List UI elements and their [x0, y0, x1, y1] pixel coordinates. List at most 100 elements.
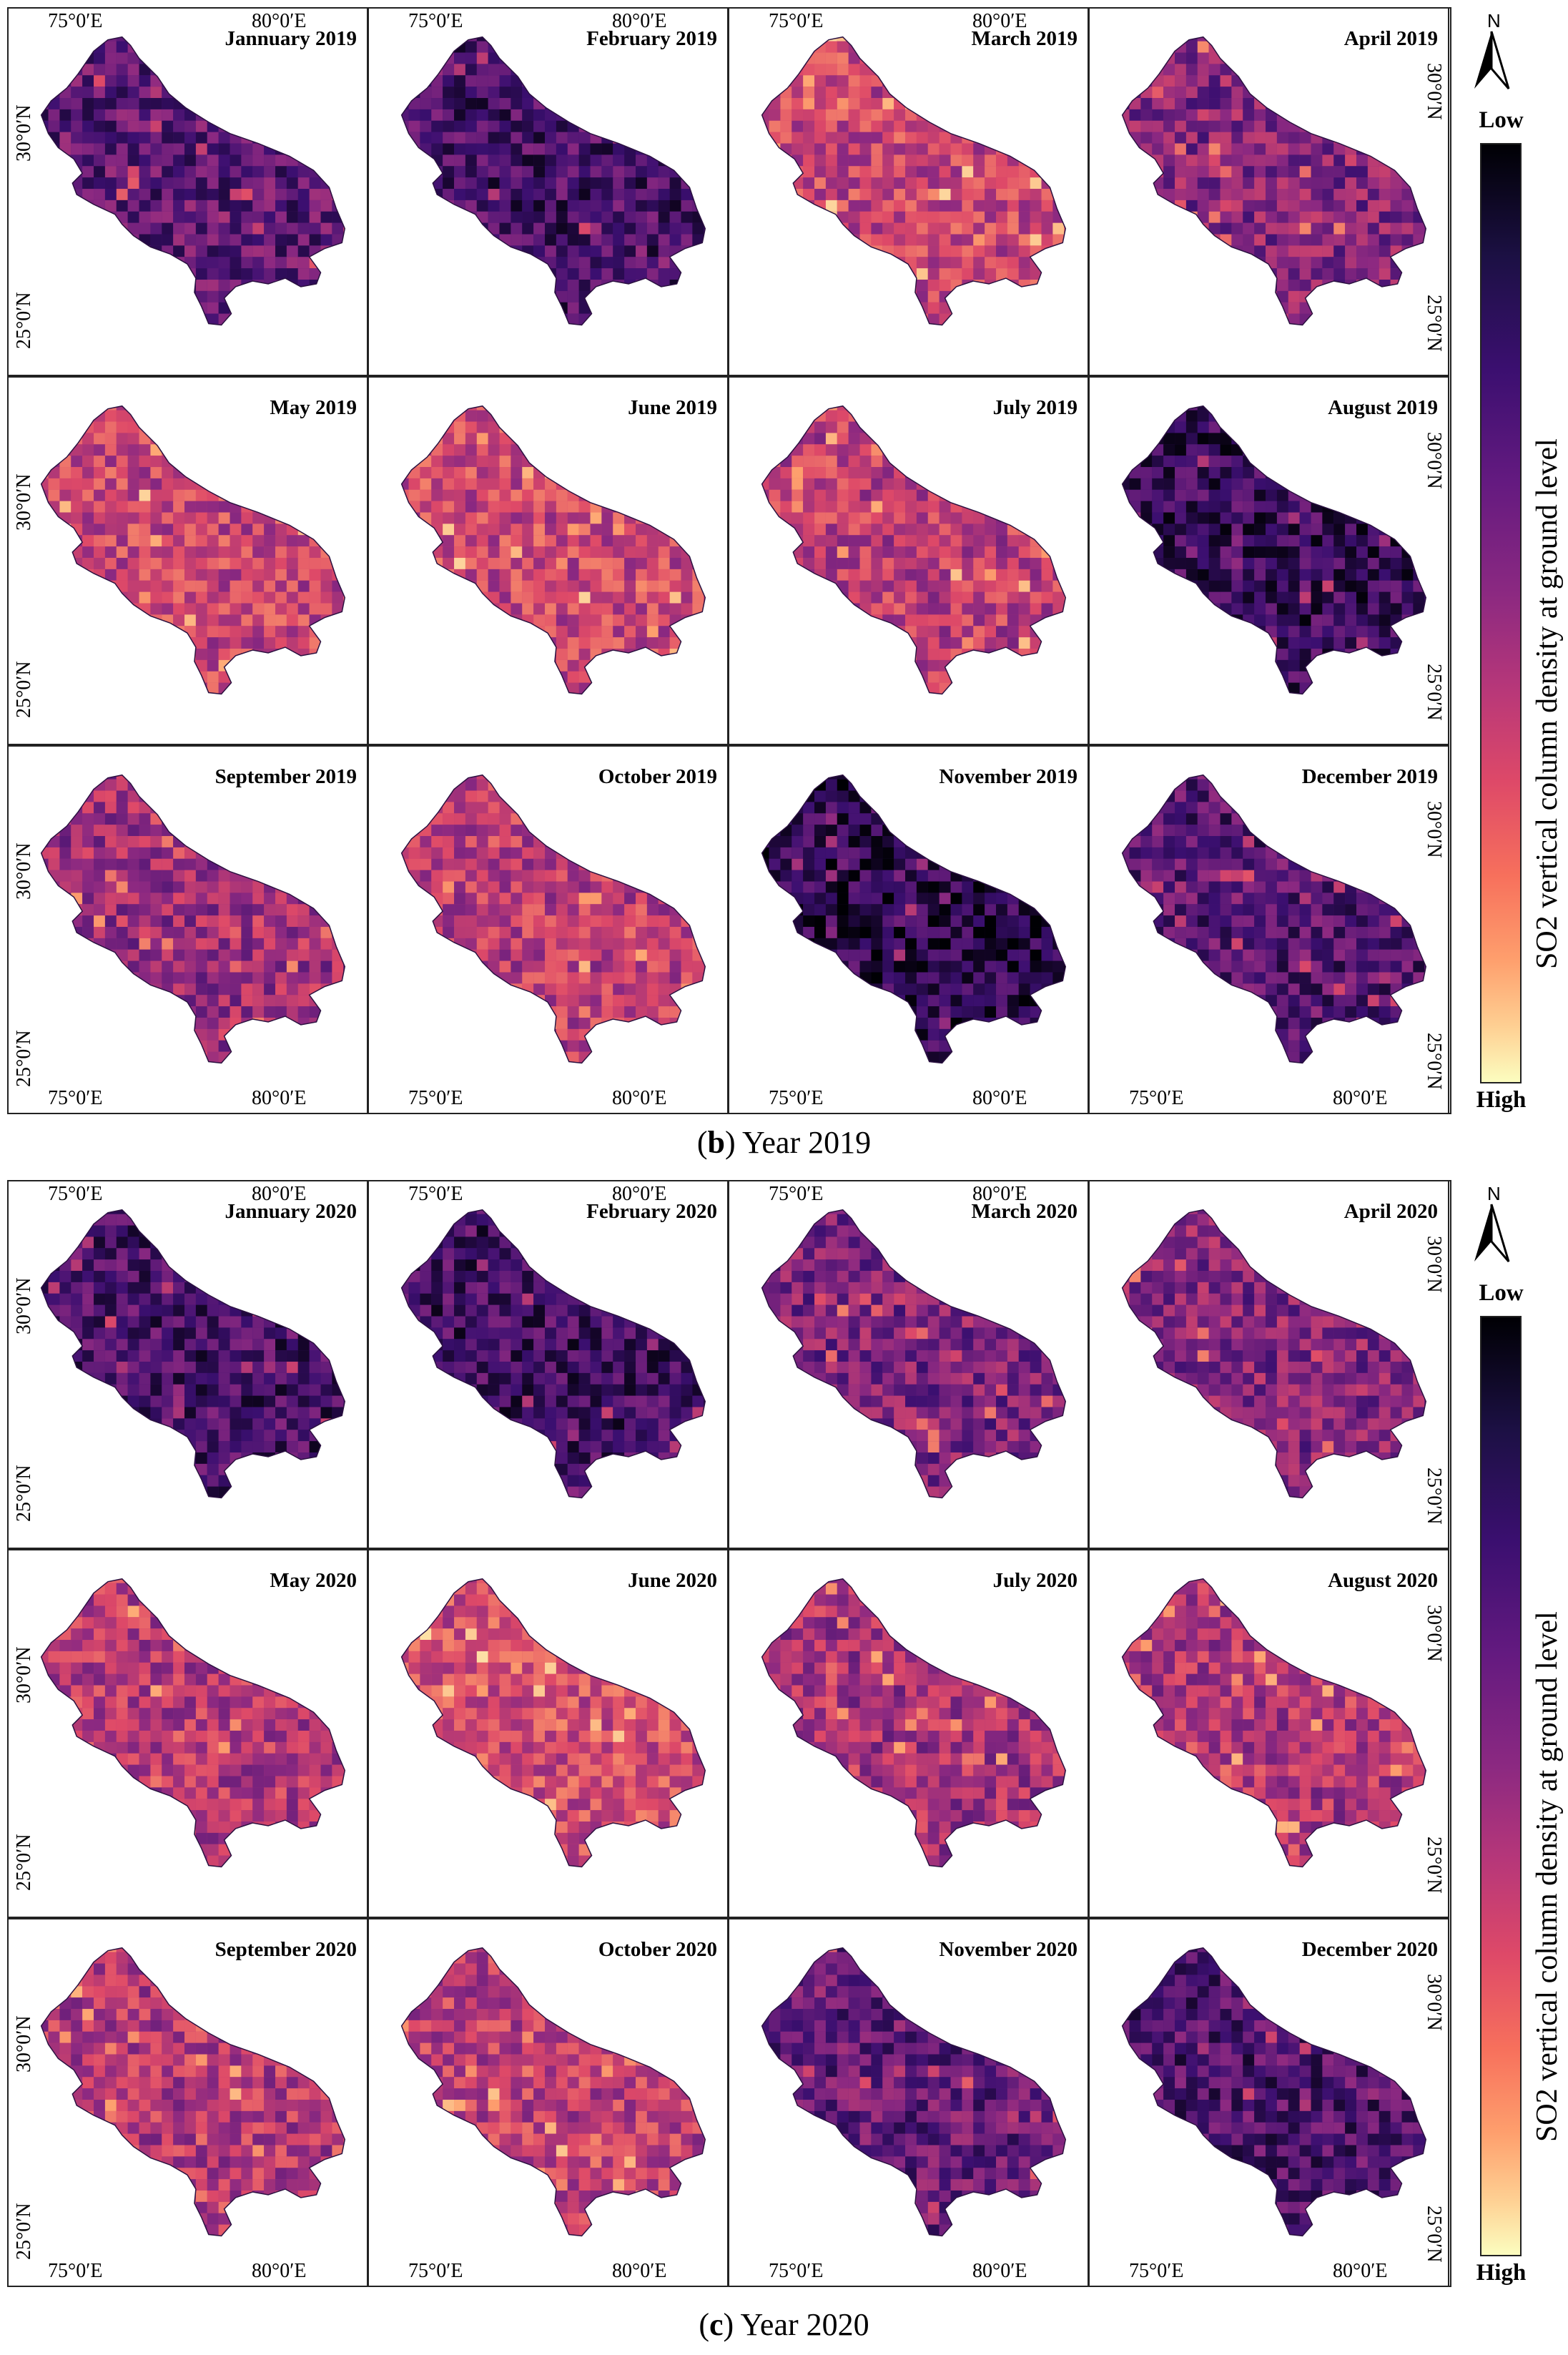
colorbar-legend: Low High SO2 vertical column density at …: [1459, 107, 1568, 1123]
lat-label-30n: 30°0′N: [13, 104, 35, 162]
map-panel: November 2020 75°0′E 80°0′E: [728, 1918, 1089, 2287]
lat-label-30n: 30°0′N: [13, 2015, 35, 2073]
caption-2019: (b) Year 2019: [696, 1125, 872, 1160]
map-panel: October 2019 75°0′E 80°0′E: [368, 745, 729, 1114]
so2-density-map: [400, 36, 706, 326]
colorbar-variable-label: SO2 vertical column density at ground le…: [1531, 1611, 1564, 2142]
lon-label-80e: 80°0′E: [972, 10, 1027, 32]
colorbar-low-label: Low: [1479, 107, 1524, 133]
lon-label-75e: 75°0′E: [48, 10, 103, 32]
lon-label-80e: 80°0′E: [972, 1183, 1027, 1205]
panel-month-title: February 2020: [586, 1200, 717, 1223]
map-panel: December 2020 75°0′E 80°0′E 30°0′N 25°0′N: [1088, 1918, 1449, 2287]
panel-month-title: February 2019: [586, 27, 717, 50]
panel-month-title: May 2020: [270, 1569, 357, 1592]
panel-month-title: November 2019: [939, 765, 1078, 788]
panel-month-title: December 2019: [1301, 765, 1438, 788]
lon-label-75e: 75°0′E: [769, 1183, 824, 1205]
lon-label-80e: 80°0′E: [252, 10, 307, 32]
so2-density-map: [40, 774, 346, 1064]
lat-label-25n: 25°0′N: [1423, 2206, 1445, 2263]
lon-label-80e: 80°0′E: [612, 1183, 667, 1205]
so2-density-map: [40, 36, 346, 326]
lon-label-75e: 75°0′E: [1129, 2260, 1184, 2282]
so2-density-map: [40, 405, 346, 695]
north-arrow: N: [1459, 9, 1530, 116]
map-panel: April 2020 30°0′N 25°0′N: [1088, 1180, 1449, 1549]
panel-month-title: August 2020: [1328, 1569, 1438, 1592]
lat-label-30n: 30°0′N: [13, 1277, 35, 1334]
lat-label-30n: 30°0′N: [13, 842, 35, 900]
map-panel: Jannuary 2020 75°0′E 80°0′E 30°0′N 25°0′N: [7, 1180, 368, 1549]
colorbar-low-label: Low: [1479, 1280, 1524, 1306]
map-panel: June 2019: [368, 376, 729, 745]
map-panel: August 2020 30°0′N 25°0′N: [1088, 1549, 1449, 1918]
so2-density-map: [1121, 774, 1427, 1064]
lat-label-25n: 25°0′N: [1423, 1467, 1445, 1525]
so2-density-map: [761, 1578, 1067, 1868]
colorbar-variable-label: SO2 vertical column density at ground le…: [1531, 438, 1564, 969]
panel-month-title: September 2019: [215, 765, 357, 788]
panel-month-title: August 2019: [1328, 396, 1438, 419]
panel-month-title: Jannuary 2020: [225, 1200, 357, 1223]
lat-label-25n: 25°0′N: [1423, 1837, 1445, 1894]
north-arrow-icon: N: [1474, 1183, 1510, 1262]
map-panel: April 2019 30°0′N 25°0′N: [1088, 7, 1449, 376]
map-panel: Jannuary 2019 75°0′E 80°0′E 30°0′N 25°0′N: [7, 7, 368, 376]
map-panel: November 2019 75°0′E 80°0′E: [728, 745, 1089, 1114]
so2-density-map: [400, 405, 706, 695]
so2-density-map: [761, 1947, 1067, 2237]
lon-label-80e: 80°0′E: [972, 1087, 1027, 1109]
north-arrow-icon: N: [1474, 10, 1510, 89]
map-panel: June 2020: [368, 1549, 729, 1918]
lon-label-80e: 80°0′E: [1333, 1087, 1388, 1109]
panel-month-title: November 2020: [939, 1938, 1078, 1961]
lat-label-25n: 25°0′N: [1423, 1033, 1445, 1090]
so2-density-map: [40, 1947, 346, 2237]
so2-density-map: [40, 1209, 346, 1499]
lon-label-80e: 80°0′E: [252, 2260, 307, 2282]
map-panel: July 2020: [728, 1549, 1089, 1918]
year-2019-figure: N Low High SO2 vertical column density a…: [0, 0, 1568, 1173]
map-panel: March 2019 75°0′E 80°0′E: [728, 7, 1089, 376]
lat-label-25n: 25°0′N: [13, 661, 35, 718]
colorbar-high-label: High: [1476, 2260, 1527, 2286]
so2-density-map: [761, 1209, 1067, 1499]
so2-density-map: [400, 1209, 706, 1499]
panel-month-title: Jannuary 2019: [225, 27, 357, 50]
lat-label-30n: 30°0′N: [13, 473, 35, 531]
panel-month-title: April 2019: [1343, 27, 1438, 50]
lon-label-80e: 80°0′E: [252, 1087, 307, 1109]
lon-label-80e: 80°0′E: [972, 2260, 1027, 2282]
lon-label-75e: 75°0′E: [48, 1183, 103, 1205]
panel-month-title: June 2019: [628, 396, 717, 419]
lon-label-75e: 75°0′E: [48, 2260, 103, 2282]
lon-label-75e: 75°0′E: [48, 1087, 103, 1109]
so2-density-map: [1121, 1947, 1427, 2237]
colorbar-high-label: High: [1476, 1087, 1527, 1113]
lat-label-25n: 25°0′N: [13, 292, 35, 349]
north-label: N: [1487, 10, 1501, 31]
lon-label-75e: 75°0′E: [769, 2260, 824, 2282]
lat-label-30n: 30°0′N: [1423, 432, 1445, 489]
caption-letter: c: [709, 2307, 724, 2342]
so2-density-map: [400, 1947, 706, 2237]
north-label: N: [1487, 1183, 1501, 1204]
lon-label-80e: 80°0′E: [252, 1183, 307, 1205]
map-panel: May 2019 30°0′N 25°0′N: [7, 376, 368, 745]
lat-label-25n: 25°0′N: [1423, 664, 1445, 721]
so2-density-map: [761, 36, 1067, 326]
panel-month-title: March 2019: [971, 27, 1078, 50]
map-panel: August 2019 30°0′N 25°0′N: [1088, 376, 1449, 745]
lon-label-80e: 80°0′E: [612, 10, 667, 32]
lon-label-75e: 75°0′E: [769, 1087, 824, 1109]
map-panel: December 2019 75°0′E 80°0′E 30°0′N 25°0′N: [1088, 745, 1449, 1114]
lat-label-30n: 30°0′N: [13, 1646, 35, 1703]
so2-density-map: [1121, 405, 1427, 695]
panel-month-title: September 2020: [215, 1938, 357, 1961]
lat-label-30n: 30°0′N: [1423, 1605, 1445, 1662]
so2-density-map: [1121, 1209, 1427, 1499]
so2-density-map: [1121, 36, 1427, 326]
colorbar-legend: Low High SO2 vertical column density at …: [1459, 1280, 1568, 2296]
panel-month-title: June 2020: [628, 1569, 717, 1592]
